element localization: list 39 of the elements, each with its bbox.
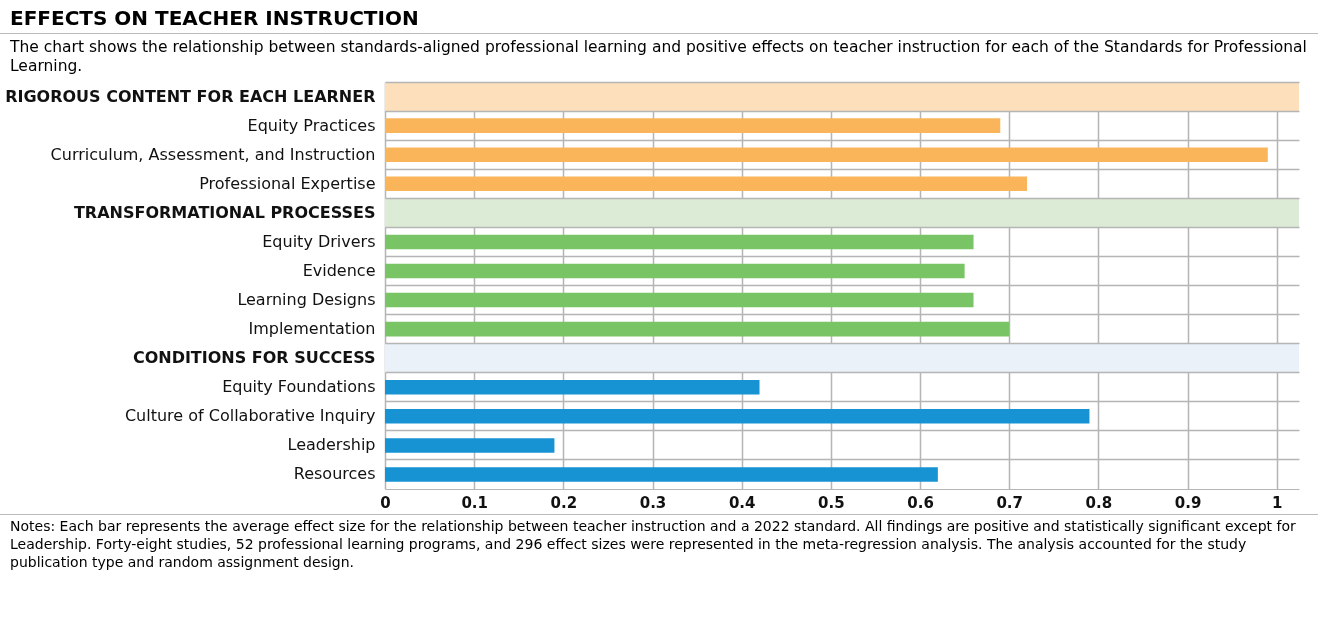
y-tick-label: Learning Designs bbox=[237, 290, 376, 310]
x-tick-label: 0.4 bbox=[728, 493, 756, 512]
x-tick-label: 0.1 bbox=[461, 493, 488, 512]
x-tick-label: 0.8 bbox=[1085, 493, 1113, 512]
y-tick-label: Equity Practices bbox=[247, 115, 376, 135]
y-tick-label: Equity Foundations bbox=[222, 377, 376, 397]
y-tick-label: TRANSFORMATIONAL PROCESSES bbox=[73, 202, 376, 222]
y-tick-label: Resources bbox=[293, 464, 376, 484]
bar bbox=[385, 176, 1028, 192]
y-tick-label: CONDITIONS FOR SUCCESS bbox=[132, 348, 376, 368]
y-tick-label: Evidence bbox=[302, 260, 376, 280]
bar bbox=[385, 263, 965, 279]
x-tick-label: 0.5 bbox=[818, 493, 845, 512]
y-tick-label: Curriculum, Assessment, and Instruction bbox=[50, 144, 376, 164]
bar bbox=[385, 118, 1001, 133]
y-tick-label: Leadership bbox=[287, 435, 376, 455]
chart-subtitle: The chart shows the relationship between standards-aligned professional learning and positive effects on teacher instruction for each of the Standards for Professional Learning. bbox=[9, 37, 1308, 77]
bar bbox=[385, 321, 1010, 337]
x-tick-label: 0.3 bbox=[639, 493, 667, 512]
bar bbox=[385, 147, 1268, 162]
y-tick-label: Culture of Collaborative Inquiry bbox=[124, 406, 376, 426]
x-tick-label: 0.2 bbox=[550, 493, 578, 512]
y-tick-label: RIGOROUS CONTENT FOR EACH LEARNER bbox=[5, 86, 376, 106]
bar bbox=[385, 234, 974, 250]
text: Notes: Each bar represents the average effect size for the relationship between teacher instruction and a 2022 standard. All findings are positive and statistically significant except for Leadership. Forty-eight studies, 52 professional learning programs, and 296 effect sizes were represented in the meta-regression analysis. The analysis accounted for the study publication type and random assignment design. bbox=[0, 514, 1318, 573]
bar bbox=[385, 292, 974, 308]
x-tick-label: 1 bbox=[1271, 493, 1283, 512]
x-tick-label: 0.9 bbox=[1174, 493, 1202, 512]
y-tick-label: Equity Drivers bbox=[262, 231, 376, 251]
x-tick-label: 0.7 bbox=[996, 493, 1023, 512]
bar bbox=[385, 438, 555, 453]
x-tick-label: 0.6 bbox=[907, 493, 934, 512]
bar bbox=[385, 379, 760, 395]
bar bbox=[385, 409, 1090, 424]
bar bbox=[385, 467, 938, 482]
y-tick-label: Implementation bbox=[248, 319, 376, 339]
y-tick-label: Professional Expertise bbox=[199, 173, 376, 193]
text: EFFECTS ON TEACHER INSTRUCTION bbox=[0, 0, 1318, 34]
x-tick-label: 0 bbox=[380, 493, 391, 512]
